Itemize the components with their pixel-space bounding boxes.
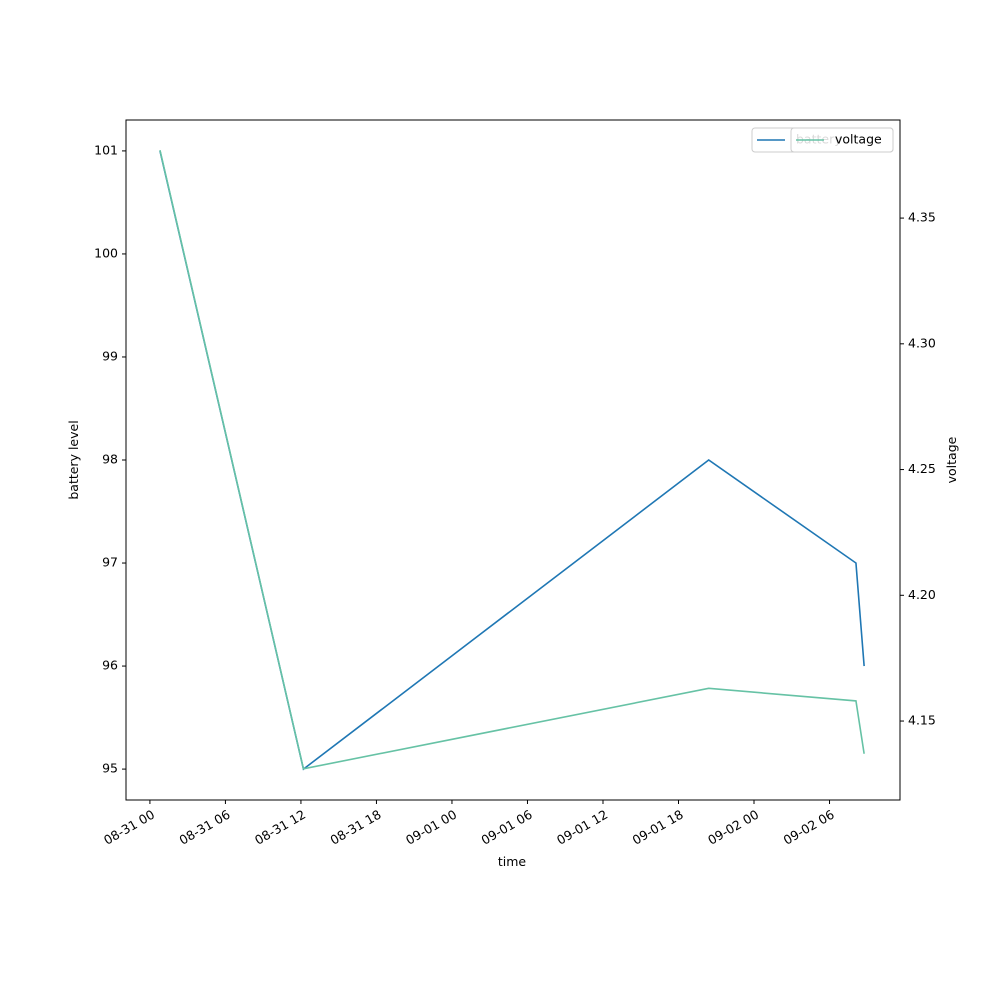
- legend-box: [790, 127, 894, 153]
- x-tick-label: 09-01 12: [554, 807, 610, 848]
- y-tick-label: 96: [102, 658, 118, 673]
- x-tick-label: 08-31 06: [177, 807, 233, 848]
- y-tick-label: 95: [102, 761, 118, 776]
- y-axis-label: battery level: [66, 420, 81, 499]
- y2-tick-label: 4.20: [908, 587, 936, 602]
- x-axis-label: time: [498, 854, 527, 869]
- x-tick-label: 08-31 18: [328, 807, 384, 848]
- y-tick-label: 99: [102, 348, 118, 363]
- x-tick-label: 09-01 06: [479, 807, 535, 848]
- series-line: [159, 150, 865, 771]
- x-tick-label: 08-31 12: [252, 807, 308, 848]
- y-tick-label: 100: [94, 245, 118, 260]
- plot-frame: [125, 119, 901, 801]
- x-tick-label: 09-02 00: [705, 807, 761, 848]
- y2-axis-label: voltage: [944, 436, 959, 483]
- x-tick-label: 09-01 00: [403, 807, 459, 848]
- legend-label: voltage: [835, 132, 882, 147]
- y2-tick-label: 4.30: [908, 335, 936, 350]
- x-tick-label: 09-02 06: [781, 807, 837, 848]
- y2-tick-label: 4.25: [908, 461, 936, 476]
- y-tick-label: 97: [102, 555, 118, 570]
- y2-tick-label: 4.35: [908, 210, 936, 225]
- y-tick-label: 101: [94, 142, 118, 157]
- y-tick-label: 98: [102, 452, 118, 467]
- y2-tick-label: 4.15: [908, 713, 936, 728]
- series-line: [159, 149, 865, 770]
- x-tick-label: 08-31 00: [101, 807, 157, 848]
- x-tick-label: 09-01 18: [630, 807, 686, 848]
